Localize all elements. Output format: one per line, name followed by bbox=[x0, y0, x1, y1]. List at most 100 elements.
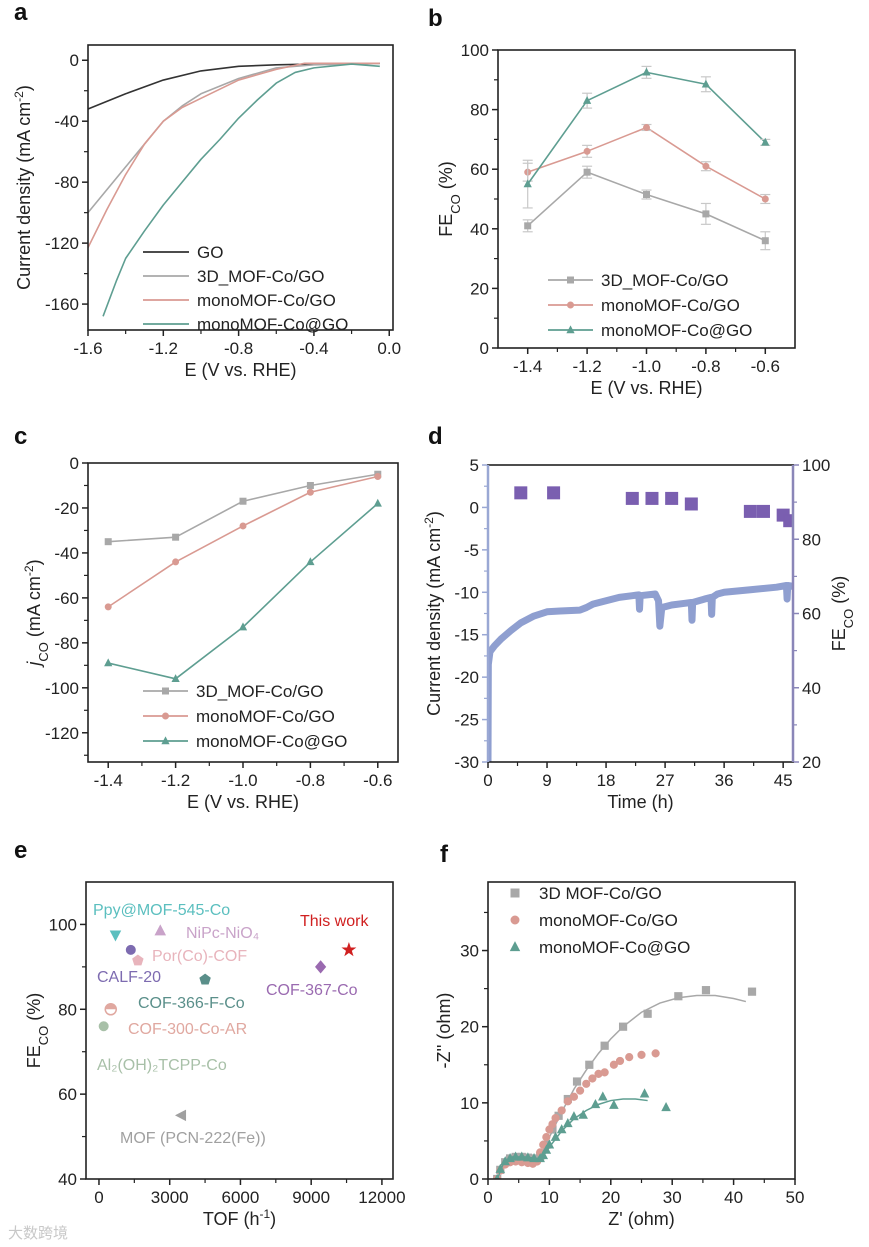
label-text: Z' (ohm) bbox=[608, 1209, 674, 1229]
y-axis-label: Current density (mA cm-2) bbox=[422, 511, 444, 716]
legend-label: GO bbox=[197, 243, 223, 262]
data-point bbox=[598, 1091, 608, 1101]
data-point bbox=[702, 162, 710, 170]
panel-letter: e bbox=[14, 837, 27, 864]
data-point bbox=[600, 1041, 609, 1050]
data-point bbox=[588, 1074, 597, 1083]
data-point bbox=[583, 147, 591, 155]
y-tick-label: 40 bbox=[58, 1170, 77, 1189]
series-monomof-co-go bbox=[102, 63, 380, 317]
y-tick-label: -40 bbox=[54, 544, 79, 563]
panel-a: a -1.6 -1.2 -0.8 -0.4 0.0 0 -40 -80 -120 -160 E (V … bbox=[12, 0, 401, 380]
y-tick-label: 60 bbox=[470, 160, 489, 179]
series-line bbox=[527, 171, 766, 242]
data-point bbox=[756, 504, 770, 518]
legend-label: monoMOF-Co/GO bbox=[601, 296, 740, 315]
label-text: FE bbox=[436, 214, 456, 237]
y-tick-label: -20 bbox=[454, 668, 479, 687]
label-text: FE bbox=[24, 1045, 44, 1068]
label-text: Current density (mA cm bbox=[14, 102, 34, 290]
data-point bbox=[582, 95, 592, 104]
data-point bbox=[556, 1124, 567, 1134]
data-point bbox=[98, 1021, 109, 1032]
y-tick-label: 20 bbox=[460, 1018, 479, 1037]
data-point bbox=[645, 491, 659, 505]
y-right-tick-label: 40 bbox=[802, 679, 821, 698]
data-point bbox=[651, 1049, 660, 1058]
scatter-point-group bbox=[154, 924, 167, 936]
x-tick-label: 10 bbox=[540, 1188, 559, 1207]
label-text: ) bbox=[24, 559, 44, 565]
data-point bbox=[615, 1056, 625, 1066]
data-point bbox=[578, 1109, 588, 1119]
data-point bbox=[306, 557, 315, 566]
data-point bbox=[523, 1152, 533, 1162]
legend-marker bbox=[510, 915, 520, 925]
data-point bbox=[761, 195, 769, 203]
label-text: -Z'' (ohm) bbox=[434, 993, 454, 1069]
panel-letter: d bbox=[428, 423, 443, 450]
data-point bbox=[541, 1144, 552, 1154]
data-point bbox=[538, 1149, 549, 1160]
y-tick-label: 100 bbox=[49, 915, 77, 934]
y-right-axis-label: FECO (%) bbox=[829, 576, 856, 652]
data-point bbox=[529, 1153, 539, 1163]
data-point bbox=[495, 1163, 506, 1173]
x-tick-label: 36 bbox=[715, 771, 734, 790]
data-point bbox=[104, 1003, 118, 1016]
data-point bbox=[572, 1077, 582, 1086]
data-point bbox=[643, 191, 650, 199]
y-tick-label: -5 bbox=[464, 541, 479, 560]
legend-marker bbox=[566, 325, 575, 334]
legend-marker bbox=[162, 687, 169, 695]
legend-entry: monoMOF-Co@GO bbox=[509, 938, 690, 957]
series-line bbox=[102, 63, 380, 317]
data-point bbox=[341, 942, 357, 957]
legend-label: monoMOF-Co/GO bbox=[197, 291, 336, 310]
y-tick-label: 0 bbox=[70, 51, 79, 70]
panel-b: b -1.4 -1.2 -1.0 -0.8 -0.6 0 20 40 60 80 100 E (V vs… bbox=[428, 5, 796, 398]
x-tick-label: 0 bbox=[483, 771, 492, 790]
panel-c: c -1.4 -1.2 -1.0 -0.8 -0.6 0 -20 -40 -60 -80 -100 -1… bbox=[14, 423, 399, 812]
y-right-tick-label: 100 bbox=[802, 456, 830, 475]
x-tick-label: 12000 bbox=[358, 1188, 405, 1207]
panel-letter: b bbox=[428, 5, 443, 32]
data-point bbox=[743, 504, 757, 518]
legend-label: monoMOF-Co/GO bbox=[539, 911, 678, 930]
x-tick-label: 50 bbox=[786, 1188, 805, 1207]
scatter-point-group bbox=[341, 942, 357, 957]
y-tick-label: 0 bbox=[70, 454, 79, 473]
y-tick-label: -60 bbox=[54, 589, 79, 608]
x-tick-label: -0.4 bbox=[299, 339, 328, 358]
plot-frame bbox=[87, 462, 399, 763]
label-superscript: -2 bbox=[22, 565, 36, 576]
y-axis-label: FECO (%) bbox=[24, 993, 51, 1069]
x-tick-label: -0.8 bbox=[691, 357, 720, 376]
x-tick-label: -1.6 bbox=[73, 339, 102, 358]
data-point bbox=[609, 1060, 618, 1069]
label-text: TOF (h bbox=[203, 1209, 260, 1229]
series-line bbox=[88, 62, 380, 249]
label-text: (%) bbox=[436, 161, 456, 194]
legend-entry: 3D_MOF-Co/GO bbox=[143, 682, 324, 701]
plot-frame bbox=[487, 881, 796, 1180]
data-point bbox=[104, 538, 112, 546]
data-point bbox=[104, 658, 113, 667]
data-point bbox=[590, 1098, 601, 1109]
legend-entry: monoMOF-Co@GO bbox=[143, 732, 347, 751]
point-label: COF-366-F-Co bbox=[138, 995, 245, 1012]
panel-f: f 0 10 20 30 40 50 0 10 20 30 Z' (ohm) -Z'' (ohm) 3D … bbox=[434, 841, 804, 1229]
data-point bbox=[238, 622, 248, 631]
data-point bbox=[154, 924, 167, 936]
y-tick-label: 80 bbox=[58, 1000, 77, 1019]
point-label: CALF-20 bbox=[97, 969, 161, 986]
legend-label: monoMOF-Co@GO bbox=[196, 732, 347, 751]
point-label: COF-367-Co bbox=[266, 982, 358, 999]
legend-label: 3D MOF-Co/GO bbox=[539, 884, 662, 903]
data-point bbox=[576, 1086, 585, 1095]
data-point bbox=[563, 1118, 573, 1128]
series-line bbox=[108, 473, 378, 543]
label-text: Time (h) bbox=[607, 792, 673, 812]
x-tick-label: -0.8 bbox=[224, 339, 253, 358]
